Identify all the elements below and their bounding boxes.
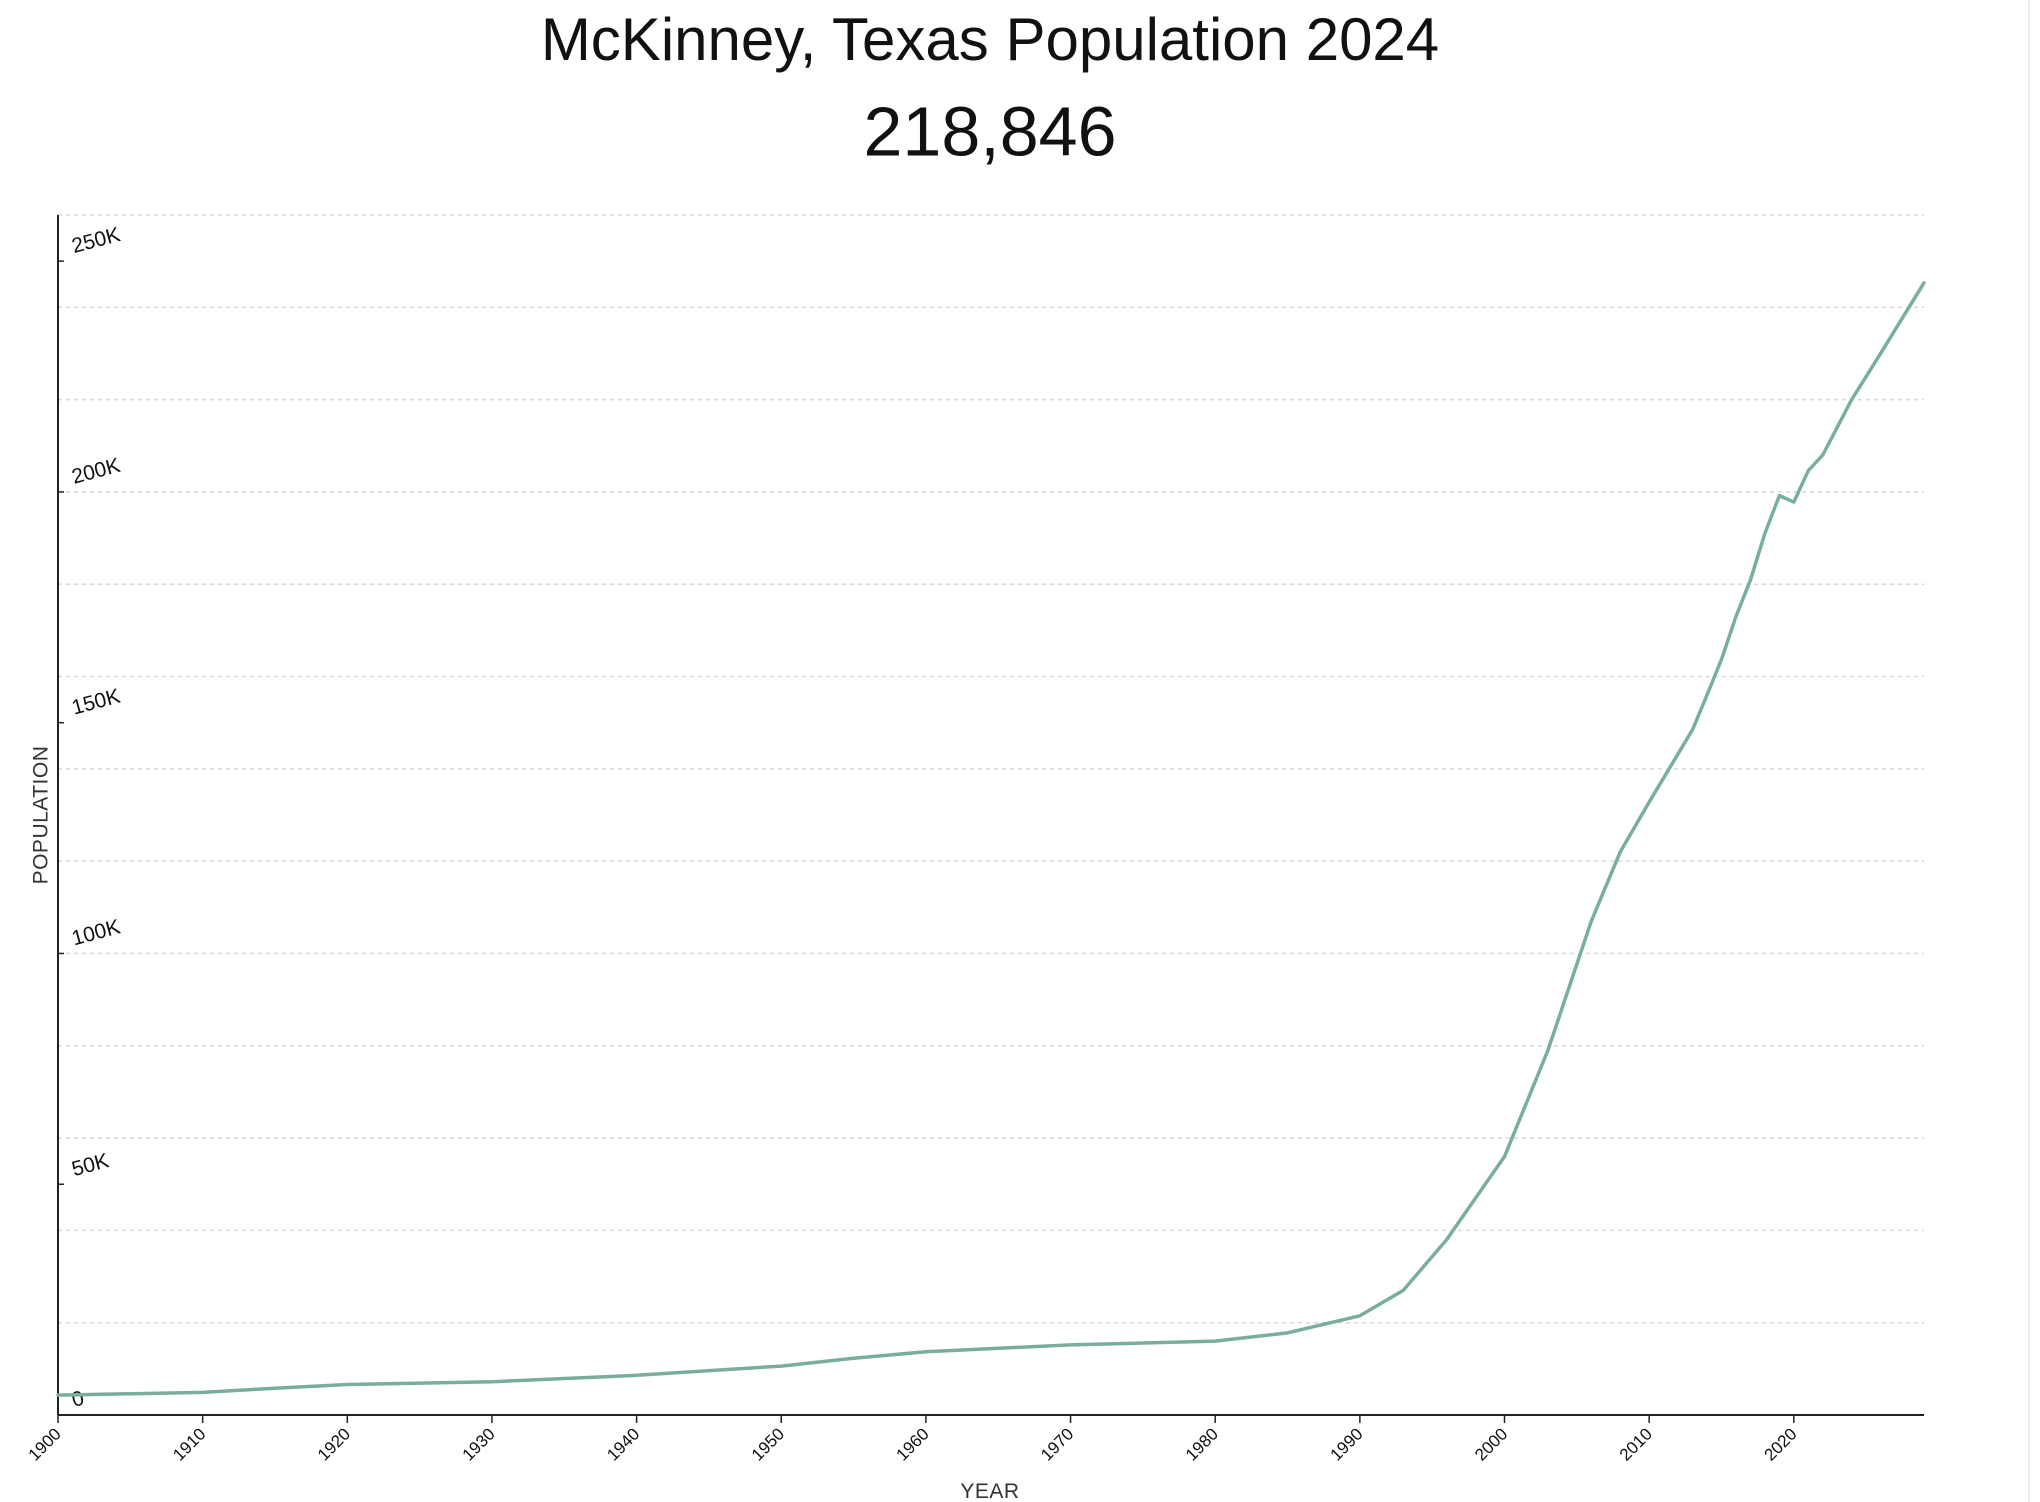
chart-subtitle: 218,846 xyxy=(863,92,1116,170)
data-line xyxy=(56,281,1926,1397)
x-tick-label: 1900 xyxy=(25,1424,65,1464)
x-tick-label: 1960 xyxy=(893,1424,933,1464)
x-tick-label: 2010 xyxy=(1616,1424,1656,1464)
y-tick-label: 50K xyxy=(69,1149,111,1181)
y-tick-label: 0 xyxy=(69,1387,86,1412)
x-tick-label: 1930 xyxy=(459,1424,499,1464)
x-tick-label: 1980 xyxy=(1182,1424,1222,1464)
x-tick-label: 1910 xyxy=(169,1424,209,1464)
y-axis-label: POPULATION xyxy=(30,746,53,885)
x-tick-label: 2000 xyxy=(1471,1424,1511,1464)
x-tick-label: 1940 xyxy=(603,1424,643,1464)
y-tick-label: 150K xyxy=(69,685,122,720)
y-tick-label: 200K xyxy=(69,454,122,489)
x-tick-label: 2020 xyxy=(1760,1424,1800,1464)
x-axis-label: YEAR xyxy=(960,1480,1019,1502)
x-tick-label: 1920 xyxy=(314,1424,354,1464)
x-tick-label: 1950 xyxy=(748,1424,788,1464)
chart-title: McKinney, Texas Population 2024 xyxy=(541,6,1439,73)
x-tick-label: 1970 xyxy=(1037,1424,1077,1464)
y-tick-label: 250K xyxy=(69,223,122,258)
y-tick-label: 100K xyxy=(69,915,122,950)
x-tick-label: 1990 xyxy=(1327,1424,1367,1464)
